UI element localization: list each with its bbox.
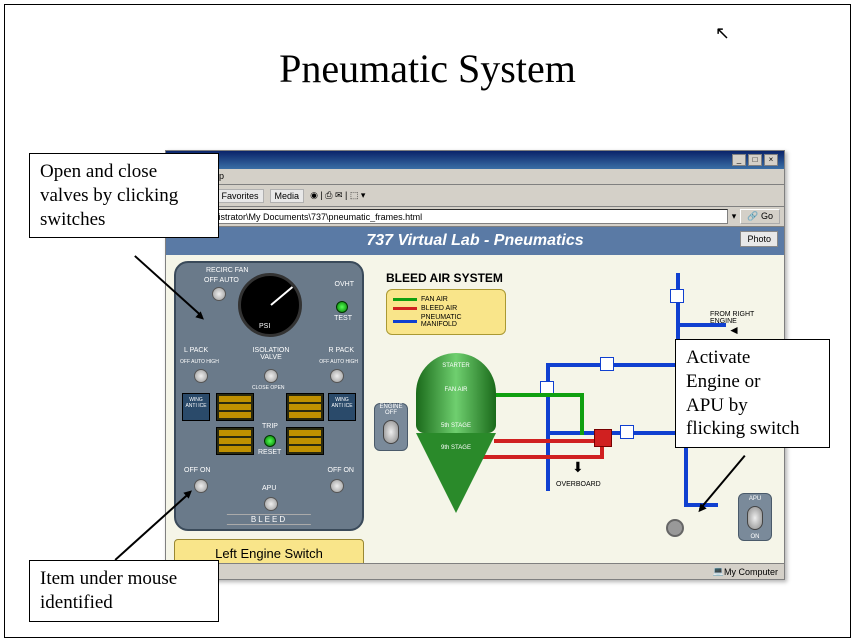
menubar: Tools Help (166, 169, 784, 185)
callout-item-identified: Item under mouse identified (29, 560, 219, 622)
rpack-label: R PACK (328, 347, 354, 354)
pipe (546, 363, 550, 433)
bleed-r-knob[interactable] (330, 479, 344, 493)
overboard-label: OVERBOARD (556, 481, 601, 488)
status-text: My Computer (724, 567, 778, 577)
arrow-down-icon: ⬇ (572, 459, 584, 476)
ovht-light[interactable] (336, 301, 348, 313)
recirc-fan-label: RECIRC FAN (206, 267, 248, 274)
callout-valves: Open and close valves by clicking switch… (29, 153, 219, 238)
go-button[interactable]: 🔗 Go (740, 209, 780, 224)
address-bar: ▾ 🔗 Go (166, 207, 784, 227)
pipe (546, 431, 686, 435)
led-block-3 (216, 427, 254, 455)
pipe (580, 393, 584, 435)
lpack-label: L PACK (184, 347, 208, 354)
speaker-icon (666, 519, 684, 537)
valve[interactable] (620, 425, 634, 439)
isolation-label: ISOLATION VALVE (248, 347, 294, 361)
starter-label: STARTER (416, 363, 496, 369)
engine-switch[interactable]: ENGINE OFF (374, 403, 408, 451)
toolbar: Search Favorites Media ◉ | ⎙ ✉ | ⬚ ▾ (166, 185, 784, 207)
address-input[interactable] (170, 209, 728, 224)
slide-title: Pneumatic System (5, 45, 850, 92)
lab-header: 737 Virtual Lab - Pneumatics Photo (166, 227, 784, 255)
trip-light[interactable] (264, 435, 276, 447)
stage5-label: 5th STAGE (416, 423, 496, 429)
photo-button[interactable]: Photo (740, 231, 778, 247)
off-on-r: OFF ON (328, 467, 354, 474)
callout-engine-apu: Activate Engine or APU by flicking switc… (675, 339, 830, 448)
window-titlebar: ASTech _ □ × (166, 151, 784, 169)
diagram-legend: FAN AIR BLEED AIR PNEUMATIC MANIFOLD (386, 289, 506, 335)
wing-anti-ice-r[interactable]: WING ANTI ICE (328, 393, 356, 421)
off-auto-label-1: OFF AUTO (204, 277, 239, 284)
fan-air-label: FAN AIR (416, 387, 496, 393)
apu-switch[interactable]: APU ON (738, 493, 772, 541)
rpack-knob[interactable] (330, 369, 344, 383)
stage9-label: 9th STAGE (416, 445, 496, 451)
ovht-label: OVHT (335, 281, 354, 288)
close-open-label: CLOSE OPEN (252, 385, 285, 391)
off-on-l: OFF ON (184, 467, 210, 474)
valve[interactable] (600, 357, 614, 371)
reset-label: RESET (258, 449, 281, 456)
test-label: TEST (334, 315, 352, 322)
arrow-left-icon: ◄ (728, 323, 740, 337)
favorites-button[interactable]: Favorites (217, 189, 264, 203)
isolation-knob[interactable] (264, 369, 278, 383)
trip-label: TRIP (262, 423, 278, 430)
maximize-button[interactable]: □ (748, 154, 762, 166)
control-panel: PSI RECIRC FAN OFF AUTO OVHT TEST L PACK… (174, 261, 364, 531)
lpack-knob[interactable] (194, 369, 208, 383)
led-block-2 (286, 393, 324, 421)
lpack-off-auto-high: OFF AUTO HIGH (180, 359, 219, 365)
pipe (494, 439, 604, 443)
valve[interactable] (670, 289, 684, 303)
apu-label: APU (262, 485, 276, 492)
pipe (494, 393, 584, 397)
bleed-l-knob[interactable] (194, 479, 208, 493)
browser-statusbar: 💻 My Computer (166, 563, 784, 579)
recirc-fan-knob[interactable] (212, 287, 226, 301)
minimize-button[interactable]: _ (732, 154, 746, 166)
wing-anti-ice-l[interactable]: WING ANTI ICE (182, 393, 210, 421)
rpack-off-auto-high: OFF AUTO HIGH (319, 359, 358, 365)
engine-cone: STARTER FAN AIR 5th STAGE 9th STAGE (416, 353, 496, 513)
psi-label: PSI (259, 323, 270, 330)
window-controls: _ □ × (732, 154, 778, 166)
toggle-icon (747, 506, 763, 530)
cursor-icon: ↖ (715, 23, 730, 44)
close-button[interactable]: × (764, 154, 778, 166)
toggle-icon (383, 420, 399, 444)
bleed-label: BLEED (227, 514, 311, 525)
led-block-1 (216, 393, 254, 421)
check-valve (594, 429, 612, 447)
apu-knob[interactable] (264, 497, 278, 511)
diagram-title: BLEED AIR SYSTEM (386, 271, 778, 285)
slide-frame: ↖ Pneumatic System ASTech _ □ × Tools He… (4, 4, 851, 638)
led-block-4 (286, 427, 324, 455)
media-button[interactable]: Media (270, 189, 305, 203)
